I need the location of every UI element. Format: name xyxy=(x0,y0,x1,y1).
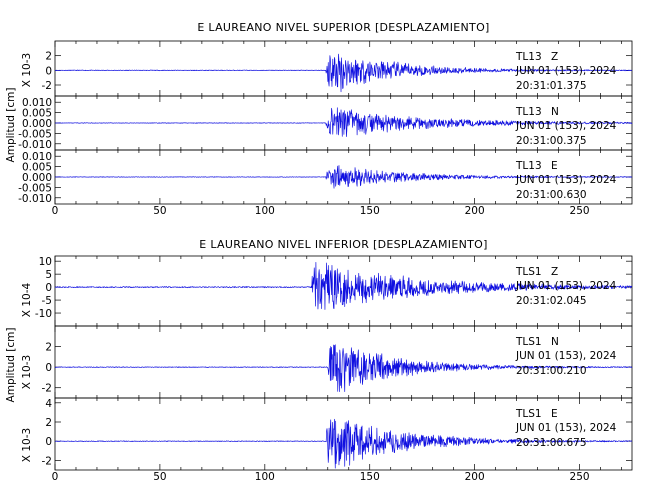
y-tick-label: -0.010 xyxy=(18,139,52,151)
record-time: 20:31:00.375 xyxy=(516,135,587,147)
y-tick-label: 5 xyxy=(45,269,52,281)
y-tick-label: 0.010 xyxy=(22,151,52,163)
panel-frame xyxy=(54,325,633,399)
record-date: JUN 01 (153), 2024 xyxy=(515,174,617,186)
x-tick-label: 100 xyxy=(255,205,275,217)
y-tick-label: -0.010 xyxy=(18,193,52,205)
component-label: E xyxy=(551,160,558,172)
station-code: TL13 xyxy=(515,160,542,172)
component-label: N xyxy=(551,106,559,118)
x-tick-label: 0 xyxy=(52,205,59,217)
x-tick-label: 150 xyxy=(360,205,380,217)
y-tick-label: -2 xyxy=(42,80,52,92)
y-tick-label: 2 xyxy=(45,51,52,63)
station-code: TLS1 xyxy=(515,336,542,348)
y-tick-label: 0.010 xyxy=(22,97,52,109)
record-date: JUN 01 (153), 2024 xyxy=(515,120,617,132)
y-tick-label: 2 xyxy=(45,417,52,429)
record-date: JUN 01 (153), 2024 xyxy=(515,422,617,434)
record-date: JUN 01 (153), 2024 xyxy=(515,280,617,292)
waveform-trace xyxy=(54,344,633,393)
x-tick-label: 0 xyxy=(52,471,59,483)
y-tick-label: 2 xyxy=(45,342,52,354)
chart-title: E LAUREANO NIVEL SUPERIOR [DESPLAZAMIENT… xyxy=(197,21,489,34)
waveform-trace xyxy=(54,165,633,189)
scale-multiplier-label: X 10-3 xyxy=(21,53,33,87)
x-tick-label: 150 xyxy=(360,471,380,483)
record-time: 20:31:00.675 xyxy=(516,437,587,449)
scale-multiplier-label: X 10-3 xyxy=(21,355,33,389)
station-code: TLS1 xyxy=(515,266,542,278)
x-tick-label: 100 xyxy=(255,471,275,483)
x-tick-label: 250 xyxy=(570,471,590,483)
y-tick-label: -2 xyxy=(42,455,52,467)
record-date: JUN 01 (153), 2024 xyxy=(515,350,617,362)
y-tick-label: 0.000 xyxy=(22,172,52,184)
y-tick-label: 0 xyxy=(45,362,52,374)
waveform-trace xyxy=(54,261,633,310)
waveform-trace xyxy=(54,418,633,469)
y-axis-label: Amplitud [cm] xyxy=(5,88,17,163)
scale-multiplier-label: X 10-4 xyxy=(21,283,33,318)
waveform-trace xyxy=(54,53,633,93)
y-tick-label: -2 xyxy=(42,383,52,395)
x-tick-label: 200 xyxy=(465,471,485,483)
component-label: Z xyxy=(551,266,558,278)
scale-multiplier-label: X 10-3 xyxy=(21,428,33,462)
y-tick-label: 0 xyxy=(45,436,52,448)
y-tick-label: 4 xyxy=(45,398,52,410)
y-tick-label: 10 xyxy=(39,256,52,268)
y-tick-label: -0.005 xyxy=(18,182,52,194)
station-code: TL13 xyxy=(515,51,542,63)
station-code: TL13 xyxy=(515,106,542,118)
x-tick-label: 250 xyxy=(570,205,590,217)
y-tick-label: -0.005 xyxy=(18,128,52,140)
y-tick-label: -10 xyxy=(35,308,52,320)
component-label: N xyxy=(551,336,559,348)
x-tick-label: 50 xyxy=(153,471,166,483)
y-tick-label: 0 xyxy=(45,282,52,294)
y-tick-label: 0.005 xyxy=(22,162,52,174)
component-label: Z xyxy=(551,51,558,63)
station-code: TLS1 xyxy=(515,408,542,420)
record-date: JUN 01 (153), 2024 xyxy=(515,65,617,77)
x-tick-label: 50 xyxy=(153,205,166,217)
y-tick-label: 0.005 xyxy=(22,108,52,120)
y-axis-label: Amplitud [cm] xyxy=(5,328,17,403)
y-tick-label: 0 xyxy=(45,65,52,77)
component-label: E xyxy=(551,408,558,420)
record-time: 20:31:00.210 xyxy=(516,365,587,377)
record-time: 20:31:01.375 xyxy=(516,80,587,92)
chart-title: E LAUREANO NIVEL INFERIOR [DESPLAZAMIENT… xyxy=(199,238,487,251)
y-tick-label: 0.000 xyxy=(22,118,52,130)
x-tick-label: 200 xyxy=(465,205,485,217)
waveform-trace xyxy=(54,107,633,137)
panel-frame xyxy=(54,397,633,471)
record-time: 20:31:02.045 xyxy=(516,295,587,307)
record-time: 20:31:00.630 xyxy=(516,189,587,201)
y-tick-label: -5 xyxy=(42,295,52,307)
